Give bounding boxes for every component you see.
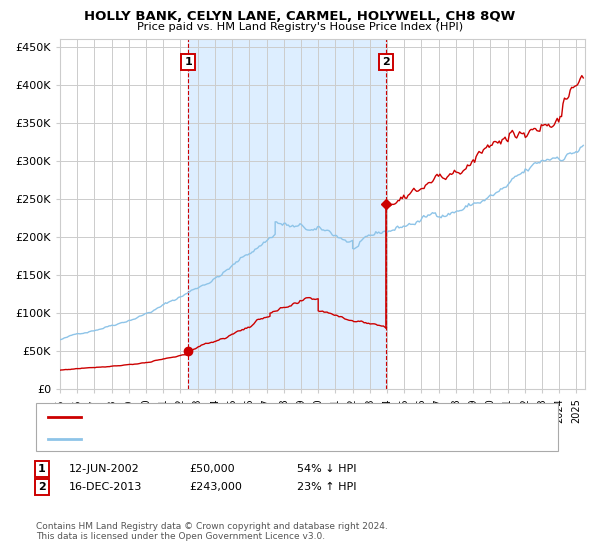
- Text: 2: 2: [382, 57, 390, 67]
- Text: 16-DEC-2013: 16-DEC-2013: [69, 482, 142, 492]
- Text: HOLLY BANK, CELYN LANE, CARMEL, HOLYWELL, CH8 8QW: HOLLY BANK, CELYN LANE, CARMEL, HOLYWELL…: [85, 10, 515, 23]
- Text: 54% ↓ HPI: 54% ↓ HPI: [297, 464, 356, 474]
- Text: HPI: Average price, detached house, Flintshire: HPI: Average price, detached house, Flin…: [87, 434, 328, 444]
- Text: 2: 2: [38, 482, 46, 492]
- Text: HOLLY BANK, CELYN LANE, CARMEL, HOLYWELL, CH8 8QW (detached house): HOLLY BANK, CELYN LANE, CARMEL, HOLYWELL…: [87, 413, 484, 422]
- Text: 1: 1: [38, 464, 46, 474]
- Text: 12-JUN-2002: 12-JUN-2002: [69, 464, 140, 474]
- Text: Contains HM Land Registry data © Crown copyright and database right 2024.
This d: Contains HM Land Registry data © Crown c…: [36, 522, 388, 542]
- Text: 1: 1: [184, 57, 192, 67]
- Text: 23% ↑ HPI: 23% ↑ HPI: [297, 482, 356, 492]
- Text: Price paid vs. HM Land Registry's House Price Index (HPI): Price paid vs. HM Land Registry's House …: [137, 22, 463, 32]
- Bar: [188, 39, 386, 389]
- Text: £243,000: £243,000: [189, 482, 242, 492]
- Text: £50,000: £50,000: [189, 464, 235, 474]
